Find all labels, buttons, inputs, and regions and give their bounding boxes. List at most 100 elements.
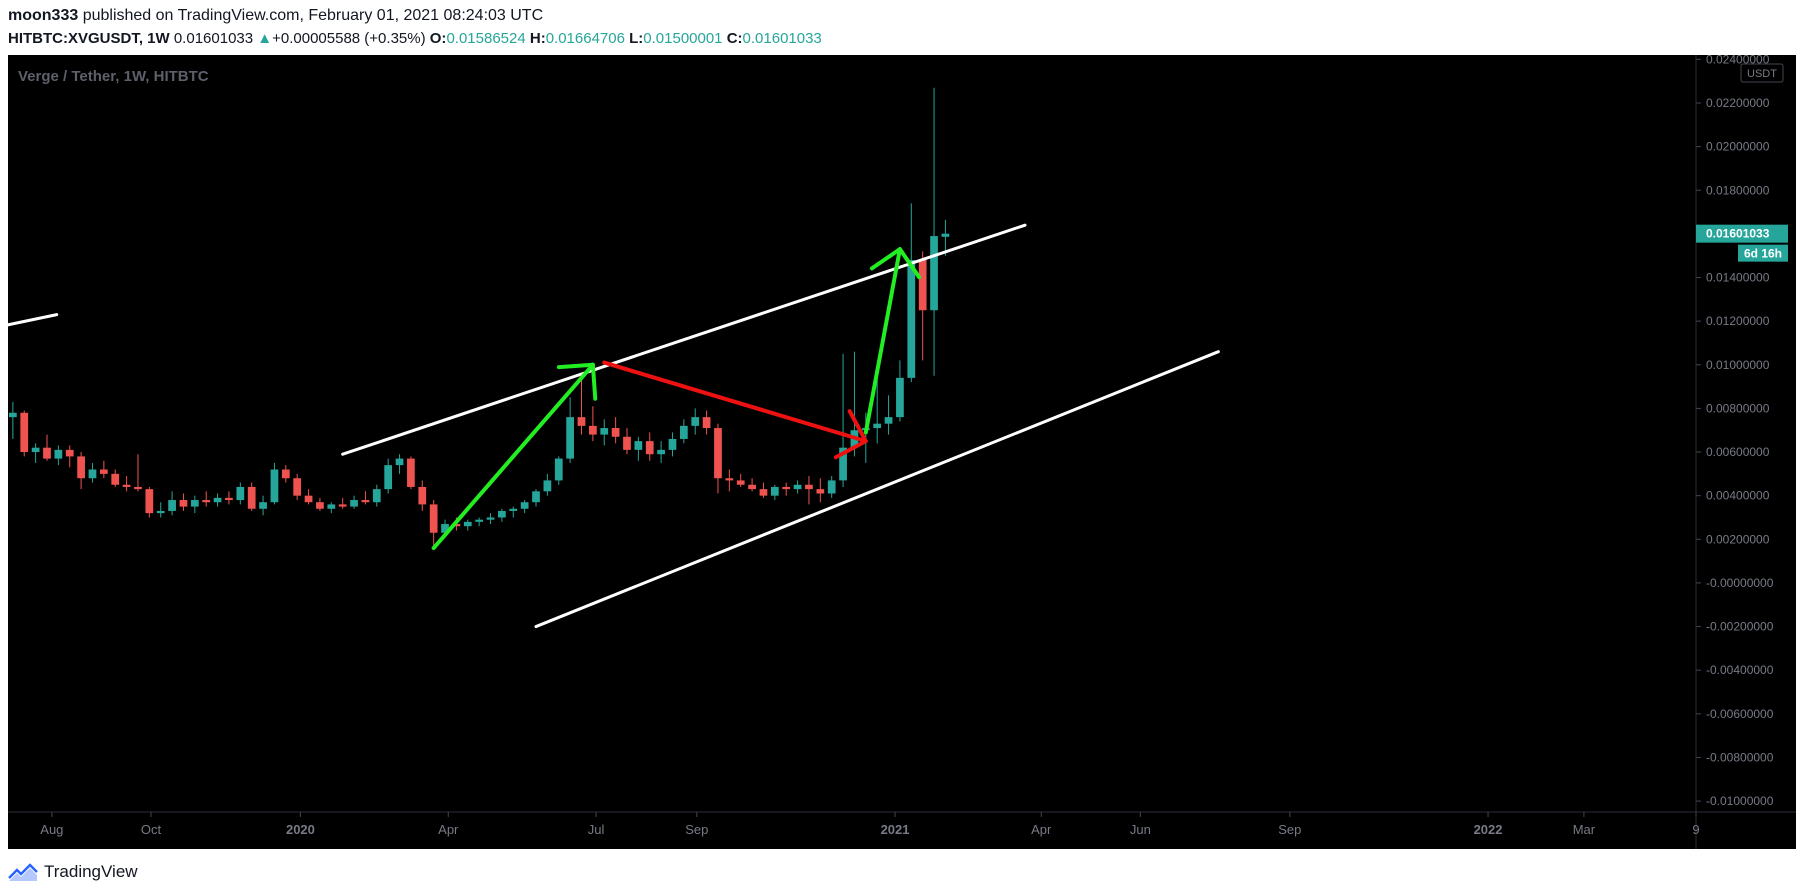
candle	[907, 203, 916, 383]
currency-badge[interactable]	[1740, 63, 1784, 83]
price-tick-label: -0.00200000	[1706, 620, 1774, 634]
candle-body	[736, 480, 745, 485]
candle-body	[20, 412, 29, 453]
candle	[247, 482, 256, 511]
candle	[520, 500, 529, 514]
candle-body	[122, 484, 131, 487]
candle-body	[805, 484, 813, 490]
last-price-badge-label: 0.01601033	[1706, 227, 1770, 241]
candle	[941, 219, 950, 256]
candle-body	[577, 417, 586, 426]
candle	[190, 495, 199, 514]
time-tick-label: Apr	[438, 822, 459, 837]
candle	[225, 491, 233, 505]
candle	[793, 480, 802, 494]
high-value: 0.01664706	[545, 30, 625, 47]
price-tick-label: -0.01000000	[1706, 794, 1774, 808]
candle-body	[532, 491, 540, 503]
candle	[873, 375, 882, 444]
candle	[554, 456, 563, 485]
candle-body	[452, 524, 461, 527]
time-axis[interactable]: Aug Oct 2020 Apr Jul Sep 2021 Apr Jun Sep 2022 Mar 9	[40, 812, 1700, 837]
candle-body	[554, 458, 563, 481]
open-label: O:	[429, 30, 447, 47]
low-label: L:	[629, 30, 644, 47]
candle-body	[202, 500, 211, 503]
price-chart[interactable]: 0.02400000 0.02200000 0.02000000 0.01800000…	[8, 55, 1796, 849]
arrow-red	[602, 360, 868, 460]
publish-header: moon333 published on TradingView.com, Fe…	[8, 4, 1797, 50]
countdown-badge	[1738, 244, 1788, 262]
price-tick-label: -0.00000000	[1706, 576, 1774, 590]
candle	[270, 462, 279, 505]
chart-title: Verge / Tether, 1W, HITBTC	[18, 68, 209, 85]
candle	[577, 380, 586, 435]
candle	[589, 406, 597, 442]
candle	[156, 502, 165, 518]
candle-body	[156, 510, 165, 514]
candles-group	[9, 87, 950, 546]
countdown-badge-label: 6d 16h	[1744, 247, 1782, 261]
arrow-shaft	[863, 247, 902, 435]
candle-body	[190, 500, 199, 507]
open-value: 0.01586524	[446, 30, 526, 47]
price-tick-label: 0.02400000	[1706, 55, 1770, 66]
candle	[372, 484, 381, 507]
price-tick-label: 0.02000000	[1706, 140, 1770, 154]
candle	[543, 473, 552, 496]
candle-body	[611, 428, 620, 437]
tradingview-brand[interactable]: TradingView	[44, 862, 138, 881]
candle-body	[225, 497, 233, 501]
candle	[884, 395, 893, 435]
candle-body	[407, 458, 415, 487]
arrow-head	[833, 409, 868, 460]
candle-body	[43, 447, 51, 459]
candle-body	[236, 486, 245, 501]
price-tick-label: -0.00800000	[1706, 750, 1774, 764]
candle	[145, 486, 154, 518]
candle	[475, 517, 484, 527]
high-label: H:	[529, 30, 546, 47]
candle	[748, 478, 756, 492]
candle	[623, 428, 631, 455]
candle-body	[873, 423, 882, 429]
time-tick-label: 9	[1692, 822, 1699, 837]
candle	[679, 419, 688, 444]
chart-area[interactable]: 0.02400000 0.02200000 0.02000000 0.01800000…	[8, 55, 1796, 849]
price-axis[interactable]: 0.02400000 0.02200000 0.02000000 0.01800000…	[1696, 55, 1774, 808]
candle-body	[361, 500, 370, 503]
time-tick-label: Mar	[1573, 822, 1596, 837]
candle-body	[759, 489, 768, 496]
candle-body	[691, 417, 700, 426]
tradingview-logo-icon[interactable]	[8, 862, 38, 882]
last-price: 0.01601033	[173, 30, 254, 47]
candle-body	[372, 489, 381, 503]
candle-body	[725, 478, 734, 481]
candle	[168, 491, 176, 516]
candle	[657, 441, 665, 463]
candle	[805, 476, 813, 505]
candle-body	[566, 417, 574, 459]
candle	[65, 445, 74, 468]
trendline	[8, 313, 59, 327]
candle-body	[634, 441, 643, 450]
candle	[714, 423, 722, 494]
low-value: 0.01500001	[643, 30, 723, 47]
author-name[interactable]: moon333	[8, 7, 79, 24]
last-price-badge	[1696, 224, 1788, 243]
candle-body	[384, 465, 393, 490]
candle-body	[145, 489, 154, 514]
candle-body	[839, 447, 847, 481]
candle-body	[668, 438, 677, 450]
candle-body	[338, 504, 347, 507]
candle-body	[31, 447, 40, 453]
candle	[327, 502, 336, 514]
last-price-marker: 0.01601033 6d 16h	[1696, 224, 1788, 262]
price-tick-label: 0.01800000	[1706, 183, 1770, 197]
candle-body	[498, 510, 506, 518]
candle	[611, 417, 620, 444]
candle-body	[99, 469, 108, 474]
candle-body	[304, 495, 313, 503]
arrow-shaft	[431, 362, 595, 551]
price-tick-label: 0.00600000	[1706, 445, 1770, 459]
